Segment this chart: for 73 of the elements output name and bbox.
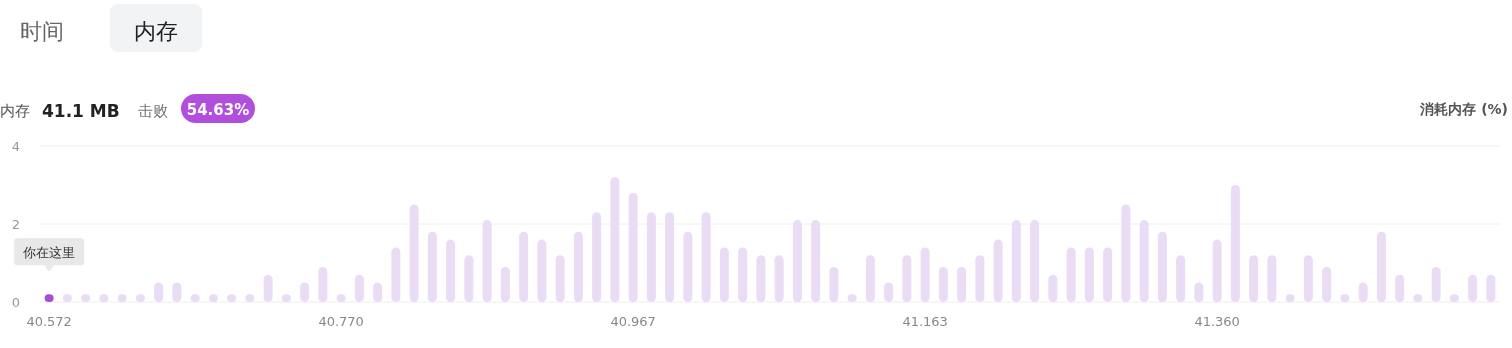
bar — [354, 274, 364, 302]
bar — [391, 247, 401, 302]
bar — [1322, 266, 1332, 302]
bar — [774, 255, 784, 302]
x-tick-label: 41.163 — [902, 314, 948, 329]
bar — [975, 255, 985, 302]
bar — [573, 231, 583, 302]
bar — [1431, 266, 1441, 302]
bar — [446, 239, 456, 302]
x-tick-label: 40.572 — [26, 314, 72, 329]
y-tick-label: 4 — [11, 139, 21, 154]
bar — [500, 266, 510, 302]
bar — [1157, 231, 1167, 302]
bar — [1139, 220, 1149, 302]
bar — [1103, 247, 1113, 302]
bar — [1395, 274, 1405, 302]
bar — [1048, 274, 1058, 302]
bar — [482, 220, 492, 302]
text: 击败 — [138, 102, 168, 120]
bar — [1176, 255, 1186, 302]
bar — [610, 177, 620, 302]
tooltip-callout: 你在这里 — [14, 238, 85, 272]
bar — [811, 220, 821, 302]
bar — [646, 212, 656, 302]
bar — [1486, 274, 1496, 302]
annotation: 你在这里 — [22, 245, 76, 261]
bar — [1066, 247, 1076, 302]
bar — [865, 255, 875, 302]
bar — [519, 231, 529, 302]
bar — [1212, 239, 1222, 302]
bar — [555, 255, 565, 302]
bar — [1376, 231, 1386, 302]
text: 内存 — [0, 102, 30, 120]
bar — [592, 212, 602, 302]
text: 内存 — [134, 19, 178, 44]
bar — [1011, 220, 1021, 302]
bar — [1303, 255, 1313, 302]
bar — [1230, 185, 1240, 302]
bar — [792, 220, 802, 302]
bar — [829, 266, 839, 302]
bar — [920, 247, 930, 302]
bar — [409, 204, 419, 302]
text: 时间 — [20, 19, 64, 44]
y-axis-title: 消耗内存 (%) — [1419, 101, 1508, 117]
x-tick-label: 40.967 — [610, 314, 656, 329]
bar — [628, 192, 638, 302]
bar — [537, 239, 547, 302]
y-tick-label: 0 — [11, 295, 21, 310]
bar — [902, 255, 912, 302]
bar — [1249, 255, 1259, 302]
bar — [738, 247, 748, 302]
bar — [1468, 274, 1478, 302]
bar — [1084, 247, 1094, 302]
y-tick-label: 2 — [11, 217, 21, 232]
bar — [464, 255, 474, 302]
text: 54.63% — [186, 101, 250, 119]
bar — [318, 266, 328, 302]
bar — [683, 231, 693, 302]
bar — [993, 239, 1003, 302]
bar — [938, 266, 948, 302]
bar — [1121, 204, 1131, 302]
bar — [263, 274, 273, 302]
bar — [427, 231, 437, 302]
x-tick-label: 40.770 — [318, 314, 364, 329]
bar — [756, 255, 766, 302]
bar — [957, 266, 967, 302]
bar — [1267, 255, 1277, 302]
bar — [665, 212, 675, 302]
bar — [719, 247, 729, 302]
x-tick-label: 41.360 — [1194, 314, 1240, 329]
text: 41.1 MB — [42, 101, 120, 121]
bar — [701, 212, 711, 302]
bar — [1030, 220, 1040, 302]
